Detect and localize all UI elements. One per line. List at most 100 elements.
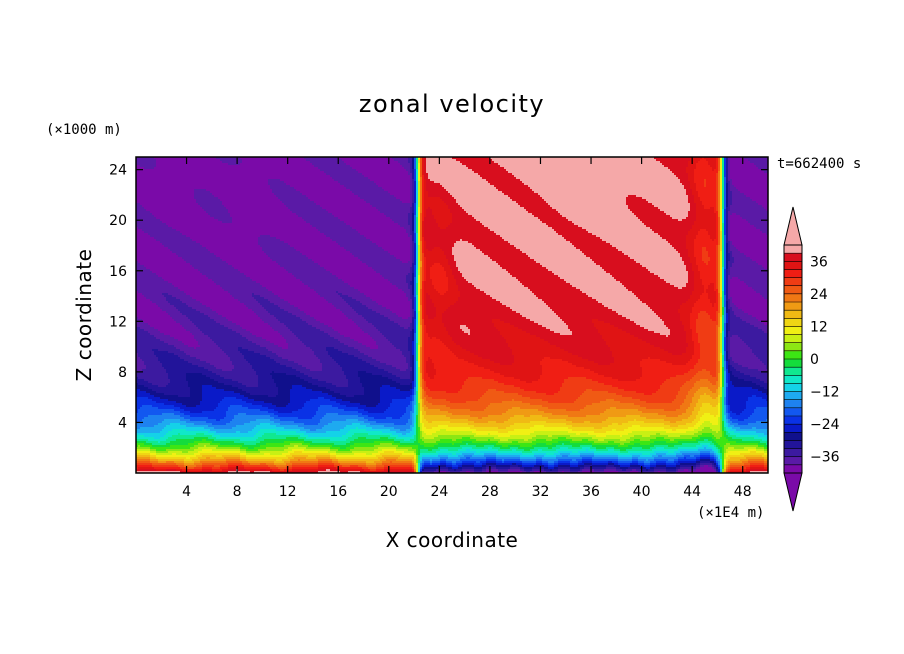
contour-cell bbox=[360, 377, 389, 380]
contour-cell bbox=[256, 335, 283, 338]
contour-cell bbox=[224, 351, 241, 354]
contour-cell bbox=[740, 413, 753, 416]
contour-cell bbox=[412, 179, 415, 182]
contour-cell bbox=[420, 187, 423, 190]
contour-cell bbox=[336, 307, 353, 310]
contour-cell bbox=[464, 209, 527, 212]
contour-cell bbox=[722, 203, 725, 206]
contour-cell bbox=[288, 271, 331, 274]
contour-cell bbox=[726, 191, 729, 194]
contour-cell bbox=[622, 395, 677, 398]
contour-cell bbox=[410, 415, 413, 418]
contour-cell bbox=[716, 263, 719, 266]
contour-cell bbox=[136, 367, 147, 370]
contour-cell bbox=[720, 415, 723, 418]
contour-cell bbox=[720, 295, 723, 298]
contour-cell bbox=[136, 319, 143, 322]
contour-cell bbox=[728, 363, 731, 366]
contour-cell bbox=[326, 209, 379, 212]
contour-cell bbox=[278, 411, 293, 414]
contour-cell bbox=[526, 253, 585, 256]
contour-cell bbox=[278, 305, 295, 308]
contour-cell bbox=[688, 233, 699, 236]
contour-cell bbox=[606, 343, 651, 346]
contour-cell bbox=[174, 337, 195, 340]
contour-cell bbox=[422, 199, 425, 202]
y-unit-label: (×1000 m) bbox=[46, 122, 122, 138]
contour-cell bbox=[414, 279, 417, 282]
contour-cell bbox=[202, 303, 245, 306]
contour-cell bbox=[232, 419, 257, 422]
contour-cell bbox=[748, 345, 768, 348]
contour-cell bbox=[414, 259, 417, 262]
contour-cell bbox=[420, 207, 423, 210]
contour-cell bbox=[412, 199, 415, 202]
contour-cell bbox=[296, 369, 311, 372]
contour-cell bbox=[312, 325, 329, 328]
contour-cell bbox=[726, 373, 729, 376]
contour-cell bbox=[732, 179, 768, 182]
contour-cell bbox=[412, 271, 415, 274]
contour-cell bbox=[718, 299, 721, 302]
contour-cell bbox=[252, 403, 273, 406]
contour-cell bbox=[626, 331, 655, 334]
contour-cell bbox=[422, 417, 425, 420]
contour-cell bbox=[730, 323, 751, 326]
contour-cell bbox=[368, 411, 385, 414]
contour-cell bbox=[728, 379, 731, 382]
contour-cell bbox=[414, 277, 417, 280]
contour-cell bbox=[640, 363, 673, 366]
contour-cell bbox=[558, 391, 585, 394]
contour-cell bbox=[148, 381, 171, 384]
contour-cell bbox=[526, 209, 557, 212]
contour-cell bbox=[390, 403, 411, 406]
contour-cell bbox=[408, 223, 413, 226]
contour-cell bbox=[170, 335, 195, 338]
contour-cell bbox=[698, 413, 705, 416]
contour-cell bbox=[418, 165, 421, 168]
contour-cell bbox=[630, 209, 661, 212]
contour-cell bbox=[310, 399, 331, 402]
contour-cell bbox=[722, 299, 725, 302]
contour-cell bbox=[716, 279, 719, 282]
contour-cell bbox=[418, 381, 421, 384]
contour-cell bbox=[410, 231, 413, 234]
contour-cell bbox=[458, 287, 477, 290]
contour-cell bbox=[726, 181, 729, 184]
contour-cell bbox=[668, 327, 685, 330]
contour-cell bbox=[366, 295, 407, 298]
contour-cell bbox=[220, 401, 247, 404]
contour-cell bbox=[338, 407, 359, 410]
contour-cell bbox=[724, 289, 727, 292]
contour-cell bbox=[726, 353, 729, 356]
contour-cell bbox=[718, 163, 721, 166]
contour-cell bbox=[754, 409, 768, 412]
contour-cell bbox=[726, 241, 729, 244]
contour-cell bbox=[418, 213, 421, 216]
contour-cell bbox=[674, 173, 689, 176]
contour-cell bbox=[486, 407, 513, 410]
contour-cell bbox=[422, 367, 425, 370]
contour-cell bbox=[332, 357, 359, 360]
contour-cell bbox=[424, 385, 427, 388]
contour-cell bbox=[726, 167, 729, 170]
contour-cell bbox=[726, 171, 729, 174]
contour-cell bbox=[410, 301, 413, 304]
contour-cell bbox=[670, 425, 679, 428]
contour-cell bbox=[458, 357, 483, 360]
contour-cell bbox=[716, 191, 719, 194]
contour-cell bbox=[754, 225, 768, 228]
contour-cell bbox=[222, 201, 283, 204]
contour-cell bbox=[358, 341, 377, 344]
contour-cell bbox=[758, 263, 768, 266]
contour-cell bbox=[266, 339, 287, 342]
contour-cell bbox=[706, 291, 717, 294]
contour-cell bbox=[442, 249, 453, 252]
contour-cell bbox=[512, 399, 515, 402]
contour-cell bbox=[412, 227, 415, 230]
contour-cell bbox=[740, 279, 768, 282]
contour-cell bbox=[724, 391, 727, 394]
contour-cell bbox=[268, 183, 287, 186]
contour-cell bbox=[588, 359, 615, 362]
contour-cell bbox=[424, 423, 469, 426]
